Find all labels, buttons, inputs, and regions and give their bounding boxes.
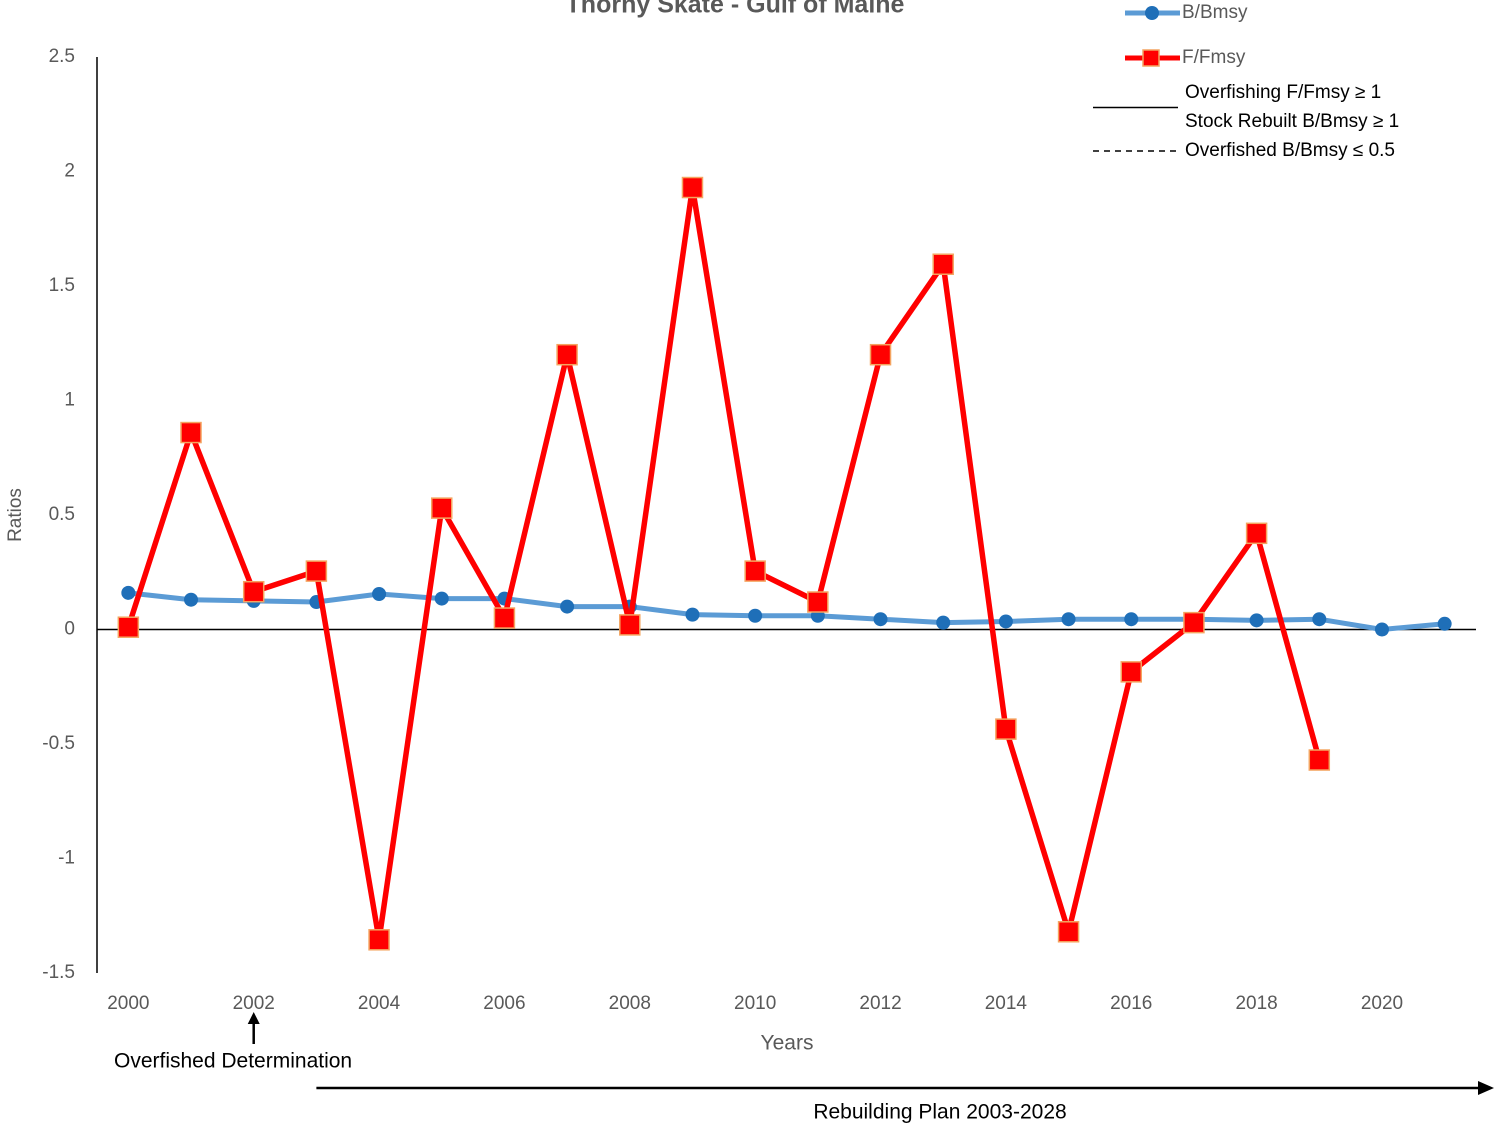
legend-label: Overfishing F/Fmsy ≥ 1 [1185,82,1381,103]
y-tick-label: 2.5 [49,46,75,67]
legend-label: B/Bmsy [1182,2,1248,23]
marker [1245,522,1268,545]
marker [685,607,700,622]
y-tick-label: 1.5 [49,275,75,296]
y-tick-label: -1 [58,848,75,869]
x-tick-label: 2004 [358,993,401,1014]
legend-label: F/Fmsy [1182,47,1246,68]
annotation-arrowhead [247,1012,260,1024]
x-tick-label: 2016 [1110,993,1152,1014]
marker [1124,612,1139,627]
marker [744,560,766,582]
marker [434,591,449,606]
y-tick-label: 1 [64,390,75,411]
marker [681,176,704,199]
marker [431,497,453,519]
marker [873,612,888,627]
annotation-arrowhead [1478,1081,1494,1095]
marker [1437,616,1452,631]
marker [995,718,1017,740]
marker [748,608,763,623]
legend-label: Stock Rebuilt B/Bmsy ≥ 1 [1185,111,1399,132]
chart-title: Thorny Skate - Gulf of Maine [566,0,905,19]
x-tick-label: 2008 [609,993,651,1014]
marker [869,343,892,366]
marker [1183,611,1205,634]
marker [305,560,328,582]
marker [368,929,390,951]
marker [1061,612,1076,627]
series-line [125,184,1322,943]
legend-marker [1142,49,1160,67]
y-tick-label: -1.5 [42,962,75,983]
marker [998,614,1013,629]
marker [1120,661,1142,683]
series-line [128,590,1445,632]
marker [184,592,199,607]
marker [242,580,265,603]
marker [121,585,136,600]
x-tick-label: 2010 [734,993,776,1014]
marker [1374,622,1389,637]
y-tick-label: 2 [64,161,75,182]
marker [180,421,202,444]
x-tick-label: 2012 [859,993,901,1014]
x-tick-label: 2002 [233,993,275,1014]
marker [1057,921,1080,943]
y-tick-label: -0.5 [42,733,75,754]
legend-label: Overfished B/Bmsy ≤ 0.5 [1185,140,1395,161]
x-tick-label: 2020 [1361,993,1403,1014]
marker [117,616,140,638]
marker [1308,749,1331,771]
legend-marker [1145,6,1159,20]
y-axis-label: Ratios [5,488,26,542]
y-tick-label: 0.5 [49,504,75,525]
marker [493,607,516,629]
x-tick-label: 2018 [1235,993,1277,1014]
x-axis-label: Years [761,1032,814,1055]
y-tick-label: 0 [64,619,75,640]
x-tick-label: 2000 [107,993,149,1014]
marker [560,599,575,614]
marker [1249,613,1264,628]
marker [932,253,954,275]
marker [556,343,578,366]
marker [372,587,387,602]
marker [807,591,829,613]
annotation: Overfished Determination [114,1050,352,1073]
x-tick-label: 2006 [483,993,525,1014]
annotation: Rebuilding Plan 2003-2028 [813,1101,1066,1124]
marker [936,615,951,630]
marker [619,614,641,636]
marker [1312,612,1327,627]
x-tick-label: 2014 [985,993,1028,1014]
